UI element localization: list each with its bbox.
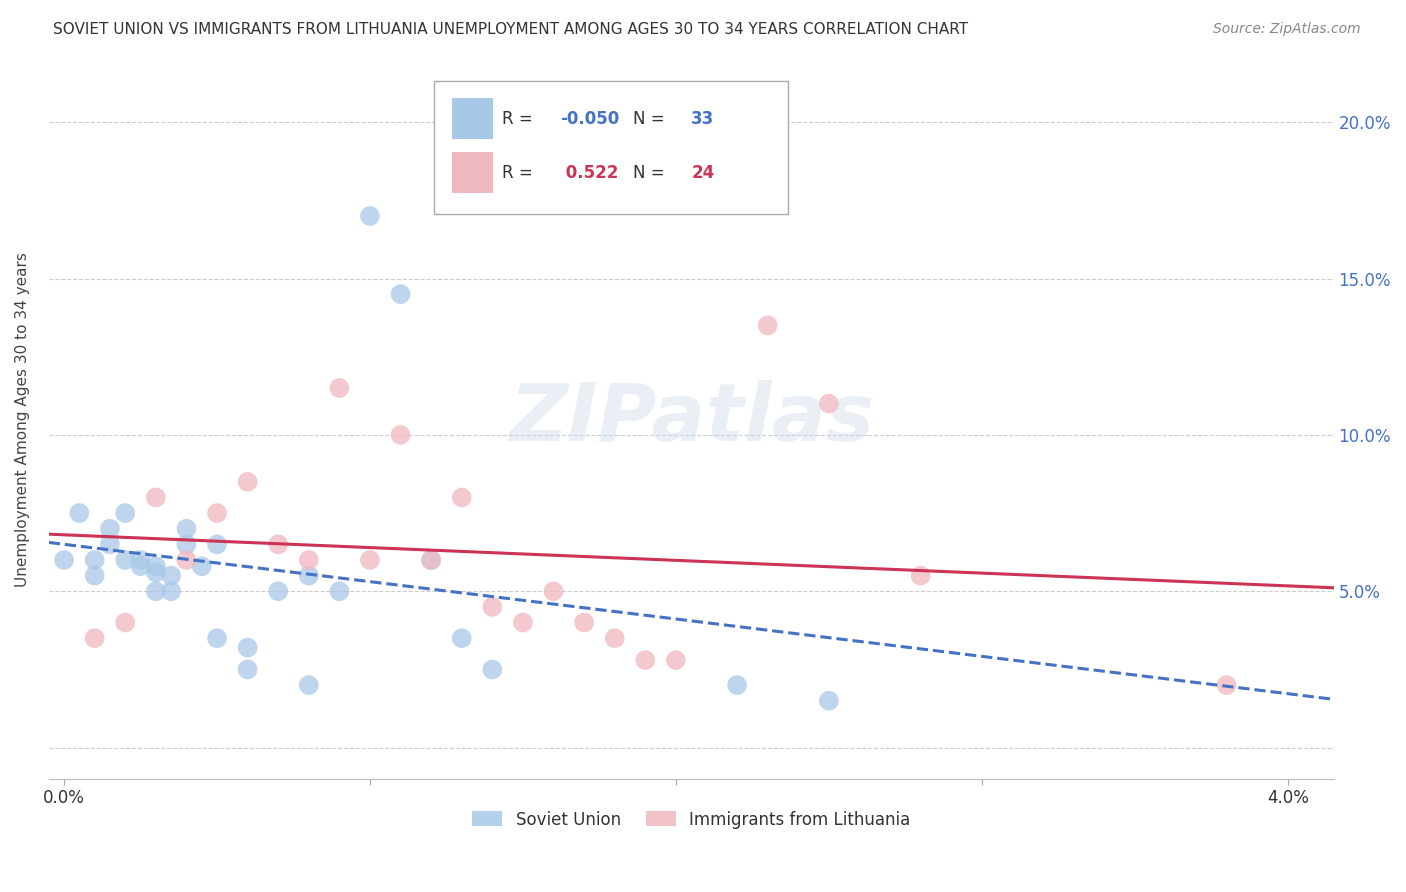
Point [481,599,503,614]
Point [665,653,688,667]
Point [83,631,105,645]
Point [512,615,534,630]
Point [267,537,290,551]
Point [145,491,167,505]
Point [236,475,259,489]
Point [420,553,443,567]
Point [145,559,167,574]
Point [114,506,136,520]
Point [83,568,105,582]
Text: SOVIET UNION VS IMMIGRANTS FROM LITHUANIA UNEMPLOYMENT AMONG AGES 30 TO 34 YEARS: SOVIET UNION VS IMMIGRANTS FROM LITHUANI… [53,22,969,37]
Point [450,631,472,645]
Text: 24: 24 [692,164,714,182]
Point [205,537,228,551]
Text: 0.522: 0.522 [560,164,619,182]
FancyBboxPatch shape [453,153,494,194]
Point [543,584,565,599]
Point [725,678,748,692]
Text: -0.050: -0.050 [560,111,620,128]
Point [83,553,105,567]
Point [328,381,350,395]
Text: N =: N = [633,164,665,182]
FancyBboxPatch shape [434,81,787,214]
Point [359,209,381,223]
Point [298,568,321,582]
Point [98,537,121,551]
Text: R =: R = [502,164,533,182]
Point [205,631,228,645]
Legend: Soviet Union, Immigrants from Lithuania: Soviet Union, Immigrants from Lithuania [465,804,917,835]
Text: 33: 33 [692,111,714,128]
Point [145,584,167,599]
Point [298,678,321,692]
Point [176,537,198,551]
Point [129,553,152,567]
Point [572,615,595,630]
FancyBboxPatch shape [453,98,494,139]
Text: Source: ZipAtlas.com: Source: ZipAtlas.com [1213,22,1361,37]
Point [236,640,259,655]
Point [634,653,657,667]
Point [818,694,841,708]
Point [481,663,503,677]
Point [98,522,121,536]
Point [359,553,381,567]
Point [267,584,290,599]
Point [389,287,412,301]
Point [389,428,412,442]
Point [756,318,779,333]
Point [145,566,167,580]
Point [420,553,443,567]
Y-axis label: Unemployment Among Ages 30 to 34 years: Unemployment Among Ages 30 to 34 years [15,252,30,587]
Point [114,553,136,567]
Point [160,584,183,599]
Point [114,615,136,630]
Point [176,522,198,536]
Point [129,559,152,574]
Point [160,568,183,582]
Text: ZIPatlas: ZIPatlas [509,380,873,458]
Point [328,584,350,599]
Point [205,506,228,520]
Point [603,631,626,645]
Point [450,491,472,505]
Point [53,553,76,567]
Point [190,559,212,574]
Point [818,396,841,410]
Text: R =: R = [502,111,533,128]
Point [67,506,90,520]
Point [298,553,321,567]
Point [236,663,259,677]
Point [1215,678,1237,692]
Text: N =: N = [633,111,665,128]
Point [910,568,932,582]
Point [176,553,198,567]
